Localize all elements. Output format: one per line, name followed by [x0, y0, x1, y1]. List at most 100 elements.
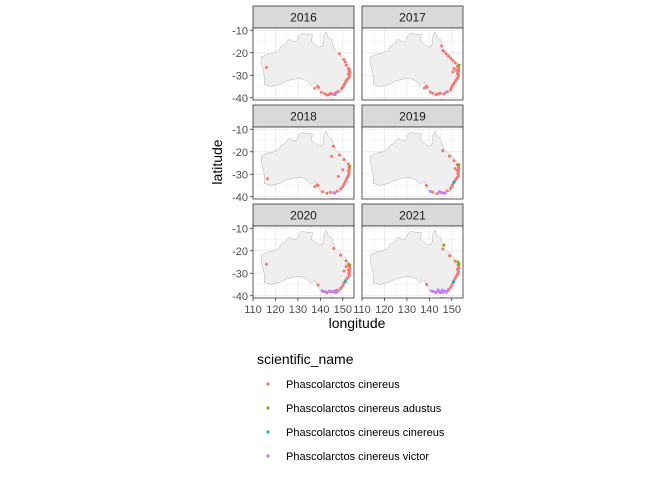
legend-key	[266, 430, 270, 434]
data-point	[457, 68, 461, 72]
data-point	[333, 289, 337, 293]
data-point	[348, 164, 352, 168]
data-point	[339, 187, 343, 191]
data-point	[454, 274, 458, 278]
data-point	[323, 92, 327, 96]
y-tick-label: -10	[232, 25, 248, 37]
panels-layer: 2016 2017 2018 2019 2020 2021	[252, 5, 464, 299]
data-point	[264, 262, 268, 266]
x-tick-label: 140	[311, 304, 329, 316]
data-point	[336, 289, 340, 293]
y-tick-label: -20	[232, 147, 248, 159]
legend-label: Phascolarctos cinereus adustus	[286, 403, 442, 415]
data-point	[320, 289, 324, 293]
data-point	[317, 85, 321, 89]
data-point	[444, 90, 448, 94]
data-point	[446, 289, 450, 293]
data-point	[448, 154, 452, 158]
y-axis-title: latitude	[209, 139, 225, 184]
data-point	[449, 88, 453, 92]
data-point	[339, 253, 343, 257]
data-point	[344, 178, 348, 182]
panel-border	[252, 27, 355, 101]
data-point	[422, 86, 426, 90]
y-tick-label: -10	[232, 223, 248, 235]
data-point	[346, 162, 350, 166]
data-point	[442, 49, 446, 53]
panel-border	[252, 225, 355, 299]
australia-mainland-shape	[260, 229, 351, 294]
data-point	[453, 61, 457, 65]
x-tick-label: 120	[375, 304, 393, 316]
legend-item: Phascolarctos cinereus	[266, 379, 400, 391]
data-point	[457, 270, 461, 274]
data-point	[449, 86, 453, 90]
data-point	[333, 191, 337, 195]
data-point	[439, 91, 443, 95]
data-point	[445, 189, 449, 193]
data-point	[434, 93, 438, 97]
x-tick-label: 120	[266, 304, 284, 316]
panel-plot-area	[253, 127, 354, 199]
legend-label: Phascolarctos cinereus victor	[286, 451, 429, 463]
data-point	[431, 91, 435, 95]
australia-mainland-shape	[369, 229, 460, 294]
data-point	[457, 262, 461, 266]
data-point	[335, 90, 339, 94]
y-tick-label: -30	[232, 70, 248, 82]
data-point	[335, 189, 339, 193]
data-point	[345, 176, 349, 180]
data-point	[450, 283, 454, 287]
data-point	[321, 190, 325, 194]
data-point	[332, 247, 336, 250]
data-point	[341, 168, 345, 172]
data-point	[341, 185, 345, 189]
data-point	[344, 259, 348, 263]
data-point	[331, 144, 335, 148]
y-tick-label: -30	[232, 268, 248, 280]
panel-plot-area	[362, 28, 463, 100]
data-point	[448, 254, 452, 258]
data-point	[441, 247, 445, 251]
data-point	[452, 280, 456, 284]
data-point	[438, 291, 442, 295]
data-point	[331, 290, 335, 294]
data-point	[452, 159, 456, 163]
data-point	[457, 163, 461, 167]
data-point	[449, 285, 453, 289]
x-axis-title: longitude	[329, 315, 386, 331]
data-point	[446, 54, 450, 58]
x-tick-label: 130	[398, 304, 416, 316]
data-point	[315, 183, 319, 187]
data-point	[457, 63, 461, 67]
x-tick-label: 110	[353, 304, 371, 316]
legend-item: Phascolarctos cinereus victor	[266, 451, 429, 463]
data-point	[339, 287, 343, 291]
data-point	[343, 60, 347, 64]
panel-plot-area	[253, 28, 354, 100]
x-tick-label: 130	[289, 304, 307, 316]
x-tick-label: 140	[420, 304, 438, 316]
data-point	[341, 282, 345, 286]
data-point	[266, 177, 270, 181]
data-point	[342, 58, 346, 61]
data-point	[428, 90, 432, 94]
data-point	[336, 175, 340, 178]
data-point	[340, 284, 344, 288]
data-point	[328, 190, 332, 194]
y-tick-label: -30	[232, 169, 248, 181]
panel-border	[252, 126, 355, 200]
data-point	[428, 189, 432, 193]
data-point	[436, 288, 440, 292]
data-point	[316, 283, 320, 287]
data-point	[313, 86, 317, 90]
data-point	[327, 289, 331, 293]
data-point	[342, 182, 346, 186]
data-point	[424, 184, 428, 187]
data-point	[342, 158, 346, 162]
data-point	[430, 289, 434, 293]
australia-mainland-shape	[369, 130, 460, 195]
